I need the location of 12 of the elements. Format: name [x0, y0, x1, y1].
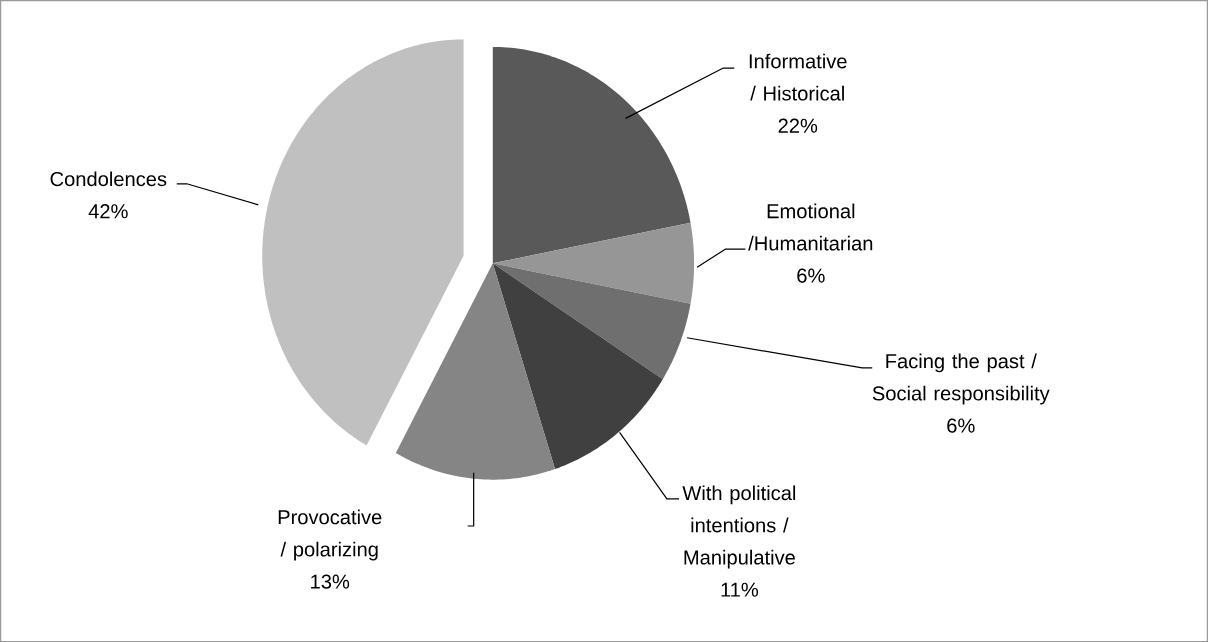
data-label: 11%	[721, 582, 759, 597]
slice-label: With political intentions / Manipulative	[682, 485, 796, 569]
data-label: 22%	[778, 118, 818, 133]
data-label: 13%	[311, 574, 350, 589]
slice-label: Provocative / polarizing	[278, 509, 382, 561]
slice-label: Emotional /Humanitarian	[748, 203, 873, 251]
data-label: 6%	[797, 268, 825, 283]
slice-label: Informative / Historical	[749, 53, 847, 101]
data-label: 6%	[947, 418, 975, 433]
slice-label: Facing the past / Social responsibility	[872, 353, 1050, 405]
data-label: 42%	[88, 203, 128, 219]
slice-label: Condolences	[50, 171, 167, 187]
